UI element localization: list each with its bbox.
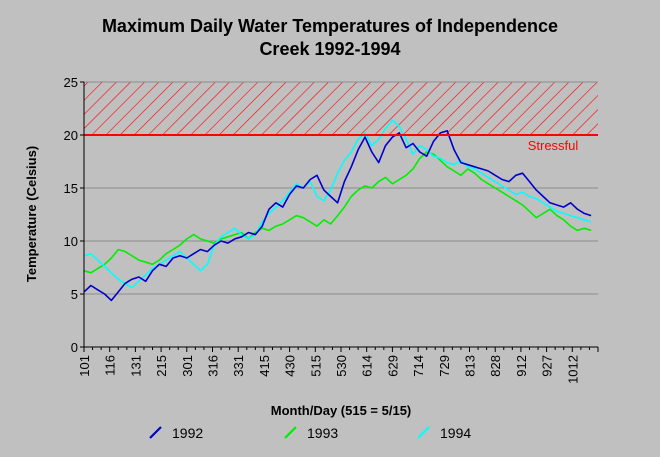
legend-swatch-1992 (149, 426, 162, 439)
x-tick-label: 614 (360, 355, 375, 377)
x-tick-label: 813 (463, 355, 478, 377)
x-tick-label: 828 (488, 355, 503, 377)
legend-label-1993: 1993 (307, 425, 338, 441)
x-tick-label: 729 (437, 355, 452, 377)
y-tick-label: 10 (64, 234, 78, 249)
x-tick-label: 301 (180, 355, 195, 377)
x-tick-label: 101 (77, 355, 92, 377)
legend-swatch-1994 (417, 426, 430, 439)
y-tick-label: 25 (64, 75, 78, 90)
chart-title-line-1: Maximum Daily Water Temperatures of Inde… (102, 16, 558, 36)
legend-swatch-1993 (284, 426, 297, 439)
legend-label-1992: 1992 (172, 425, 203, 441)
x-tick-label: 131 (128, 355, 143, 377)
x-tick-label: 415 (257, 355, 272, 377)
x-tick-label: 714 (411, 355, 426, 377)
series-line-1993 (83, 151, 592, 274)
x-tick-label: 629 (385, 355, 400, 377)
x-axis-ticks: 101 116 131 215 301 316 331 415 430 515 530 614 629 7… (77, 347, 599, 384)
x-tick-label: 116 (103, 355, 118, 376)
legend: 1992 1993 1994 (149, 425, 471, 441)
y-tick-label: 20 (64, 128, 78, 143)
series-line-1992 (83, 130, 592, 302)
series-line-1994 (83, 119, 592, 289)
y-tick-label: 5 (71, 287, 78, 302)
x-tick-label: 912 (514, 355, 529, 377)
y-axis-label: Temperature (Celsius) (24, 146, 39, 282)
x-tick-label: 331 (231, 355, 246, 377)
x-tick-label: 1012 (565, 355, 580, 384)
x-axis-label: Month/Day (515 = 5/15) (271, 403, 412, 418)
stressful-band (84, 82, 598, 135)
legend-label-1994: 1994 (440, 425, 471, 441)
y-tick-label: 15 (64, 181, 78, 196)
y-tick-label: 0 (71, 340, 78, 355)
x-tick-label: 430 (283, 355, 298, 377)
x-tick-label: 530 (334, 355, 349, 377)
x-tick-label: 316 (206, 355, 221, 377)
y-axis-ticks: 0 5 10 15 20 25 (64, 75, 84, 355)
chart-title-line-2: Creek 1992-1994 (259, 39, 400, 59)
x-tick-label: 927 (540, 355, 555, 377)
series-lines (83, 119, 592, 302)
x-tick-label: 215 (154, 355, 169, 377)
x-tick-label: 515 (308, 355, 323, 377)
stressful-label: Stressful (528, 138, 579, 153)
